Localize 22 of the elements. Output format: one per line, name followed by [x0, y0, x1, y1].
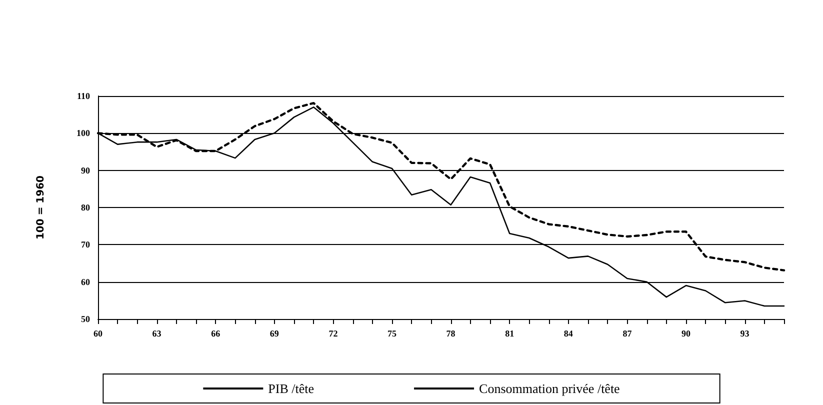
- y-tick-label: 100: [76, 128, 90, 138]
- x-tick-label: 87: [622, 328, 632, 338]
- y-tick-label: 50: [81, 314, 90, 324]
- x-tick-label: 78: [446, 328, 456, 338]
- x-tick-label: 72: [328, 328, 338, 338]
- x-tick-label: 90: [682, 328, 691, 338]
- x-tick-label: 75: [388, 328, 397, 338]
- x-tick-label: 81: [505, 328, 515, 338]
- y-tick-label: 70: [81, 240, 90, 250]
- x-tick-label: 84: [564, 328, 574, 338]
- y-tick-label: 110: [76, 91, 90, 101]
- legend-label: Consommation privée /tête: [479, 381, 620, 396]
- x-tick-label: 93: [740, 328, 750, 338]
- x-tick-label: 69: [270, 328, 280, 338]
- legend-label: PIB /tête: [268, 381, 314, 396]
- x-tick-label: 60: [94, 328, 103, 338]
- y-tick-label: 60: [81, 276, 90, 287]
- y-axis-title: 100 = 1960: [36, 175, 46, 240]
- x-tick-label: 66: [211, 328, 221, 338]
- y-tick-label: 80: [81, 202, 90, 212]
- y-tick-label: 90: [81, 165, 90, 176]
- x-tick-label: 63: [152, 328, 162, 338]
